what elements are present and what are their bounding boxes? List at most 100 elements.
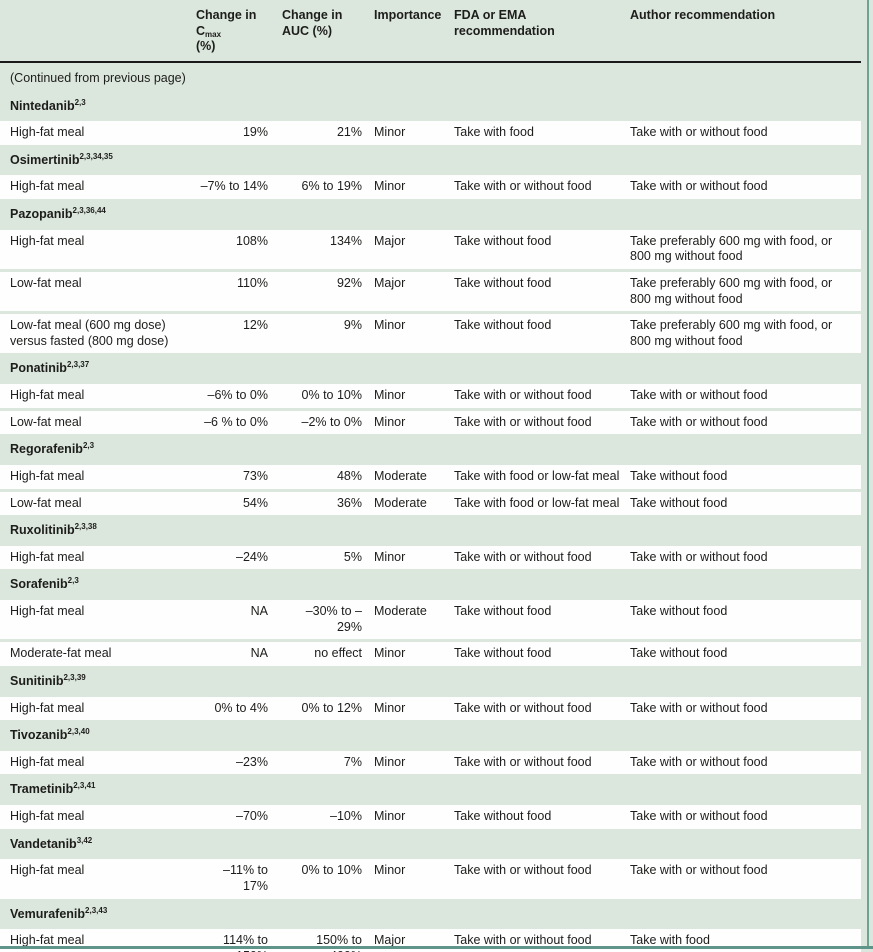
fda-cell: Take without food <box>454 311 630 357</box>
table-row: High-fat meal –23% 7% Minor Take with or wit… <box>0 747 861 778</box>
bottom-accent-rule <box>0 946 873 949</box>
table-row: Low-fat meal 54% 36% Moderate Take with food… <box>0 488 861 519</box>
drug-section-row: Sorafenib2,3 <box>0 571 861 599</box>
cmax-cell: –23% <box>196 747 282 778</box>
author-cell: Take preferably 600 mg with food, or 800… <box>630 311 861 357</box>
cmax-cell: 19% <box>196 118 282 148</box>
auc-cell: 7% <box>282 747 374 778</box>
auc-cell: 48% <box>282 461 374 492</box>
drug-reference-superscript: 2,3,34,35 <box>79 151 113 161</box>
meal-cell: High-fat meal <box>0 542 196 573</box>
fda-cell: Take with food or low-fat meal <box>454 488 630 519</box>
drug-section-cell: Sunitinib2,3,39 <box>0 667 861 695</box>
fda-cell: Take without food <box>454 802 630 832</box>
drug-section-row: Pazopanib2,3,36,44 <box>0 201 861 229</box>
fda-cell: Take with or without food <box>454 407 630 438</box>
cmax-cell: –6 % to 0% <box>196 407 282 438</box>
table-row: High-fat meal 73% 48% Moderate Take with foo… <box>0 461 861 492</box>
importance-cell: Moderate <box>374 596 454 643</box>
fda-cell: Take with food <box>454 118 630 148</box>
meal-cell: High-fat meal <box>0 226 196 272</box>
drug-reference-superscript: 3,42 <box>76 835 93 845</box>
drug-name: Vandetanib <box>10 836 77 851</box>
author-cell: Take preferably 600 mg with food, or 800… <box>630 226 861 272</box>
drug-name: Tivozanib <box>10 728 68 743</box>
drug-section-cell: Vandetanib3,42 <box>0 830 861 858</box>
cmax-cell: –24% <box>196 542 282 573</box>
cmax-cell: NA <box>196 596 282 643</box>
drug-name: Nintedanib <box>10 98 75 113</box>
drug-reference-superscript: 2,3,41 <box>73 781 96 791</box>
author-cell: Take with or without food <box>630 802 861 832</box>
drug-section-row: Vandetanib3,42 <box>0 830 861 858</box>
drug-section-cell: Regorafenib2,3 <box>0 436 861 464</box>
drug-section-row: Osimertinib2,3,34,35 <box>0 146 861 174</box>
drug-section-row: Ruxolitinib2,3,38 <box>0 517 861 545</box>
drug-section-cell: Trametinib2,3,41 <box>0 776 861 804</box>
cmax-cell: –7% to 14% <box>196 172 282 202</box>
importance-cell: Minor <box>374 407 454 438</box>
fda-cell: Take without food <box>454 226 630 272</box>
drug-reference-superscript: 2,3,39 <box>63 672 86 682</box>
table-row: High-fat meal 19% 21% Minor Take with food Ta… <box>0 118 861 148</box>
author-cell: Take without food <box>630 596 861 643</box>
importance-cell: Moderate <box>374 461 454 492</box>
auc-cell: no effect <box>282 639 374 669</box>
fda-cell: Take with or without food <box>454 747 630 778</box>
auc-cell: 0% to 10% <box>282 381 374 411</box>
author-cell: Take with or without food <box>630 172 861 202</box>
importance-cell: Major <box>374 226 454 272</box>
meal-cell: High-fat meal <box>0 381 196 411</box>
drug-name: Regorafenib <box>10 442 83 457</box>
fda-cell: Take without food <box>454 596 630 643</box>
drug-section-row: Trametinib2,3,41 <box>0 776 861 804</box>
fda-cell: Take without food <box>454 639 630 669</box>
drug-section-cell: Sorafenib2,3 <box>0 571 861 599</box>
drug-name: Ponatinib <box>10 361 67 376</box>
drug-section-row: Sunitinib2,3,39 <box>0 667 861 695</box>
cmax-cell: –6% to 0% <box>196 381 282 411</box>
table-row: High-fat meal –6% to 0% 0% to 10% Minor Take… <box>0 381 861 411</box>
importance-cell: Minor <box>374 693 454 724</box>
author-cell: Take with or without food <box>630 693 861 724</box>
table-row: High-fat meal –11% to 17% 0% to 10% Minor Ta… <box>0 856 861 902</box>
meal-cell: Low-fat meal <box>0 268 196 315</box>
meal-cell: Moderate-fat meal <box>0 639 196 669</box>
fda-cell: Take with or without food <box>454 381 630 411</box>
col-header-fda-ema: FDA or EMA recommendation <box>454 0 630 63</box>
auc-cell: 0% to 12% <box>282 693 374 724</box>
drug-reference-superscript: 2,3,37 <box>66 360 90 370</box>
author-cell: Take with or without food <box>630 118 861 148</box>
col-header-empty <box>0 0 196 63</box>
drug-name: Ruxolitinib <box>10 523 75 538</box>
auc-cell: 21% <box>282 118 374 148</box>
drug-section-cell: Pazopanib2,3,36,44 <box>0 201 861 229</box>
drug-section-cell: Nintedanib2,3 <box>0 94 861 120</box>
table-row: Low-fat meal 110% 92% Major Take without foo… <box>0 268 861 315</box>
cmax-cell: –70% <box>196 802 282 832</box>
auc-cell: 6% to 19% <box>282 172 374 202</box>
table-row: Moderate-fat meal NA no effect Minor Take wi… <box>0 639 861 669</box>
auc-cell: 5% <box>282 542 374 573</box>
col-header-author: Author recommendation <box>630 0 861 63</box>
fda-cell: Take with or without food <box>454 542 630 573</box>
auc-cell: –30% to –29% <box>282 596 374 643</box>
author-cell: Take with or without food <box>630 407 861 438</box>
meal-cell: High-fat meal <box>0 461 196 492</box>
drug-name: Osimertinib <box>10 152 80 167</box>
meal-cell: High-fat meal <box>0 856 196 902</box>
auc-cell: 92% <box>282 268 374 315</box>
drug-reference-superscript: 2,3 <box>67 576 79 586</box>
cmax-cell: 73% <box>196 461 282 492</box>
importance-cell: Minor <box>374 311 454 357</box>
drug-section-cell: Ponatinib2,3,37 <box>0 355 861 383</box>
author-cell: Take with or without food <box>630 747 861 778</box>
drug-section-cell: Osimertinib2,3,34,35 <box>0 146 861 174</box>
drug-reference-superscript: 2,3 <box>74 97 86 107</box>
drug-section-row: Regorafenib2,3 <box>0 436 861 464</box>
drug-name: Sunitinib <box>10 673 64 688</box>
importance-cell: Minor <box>374 856 454 902</box>
importance-cell: Moderate <box>374 488 454 519</box>
